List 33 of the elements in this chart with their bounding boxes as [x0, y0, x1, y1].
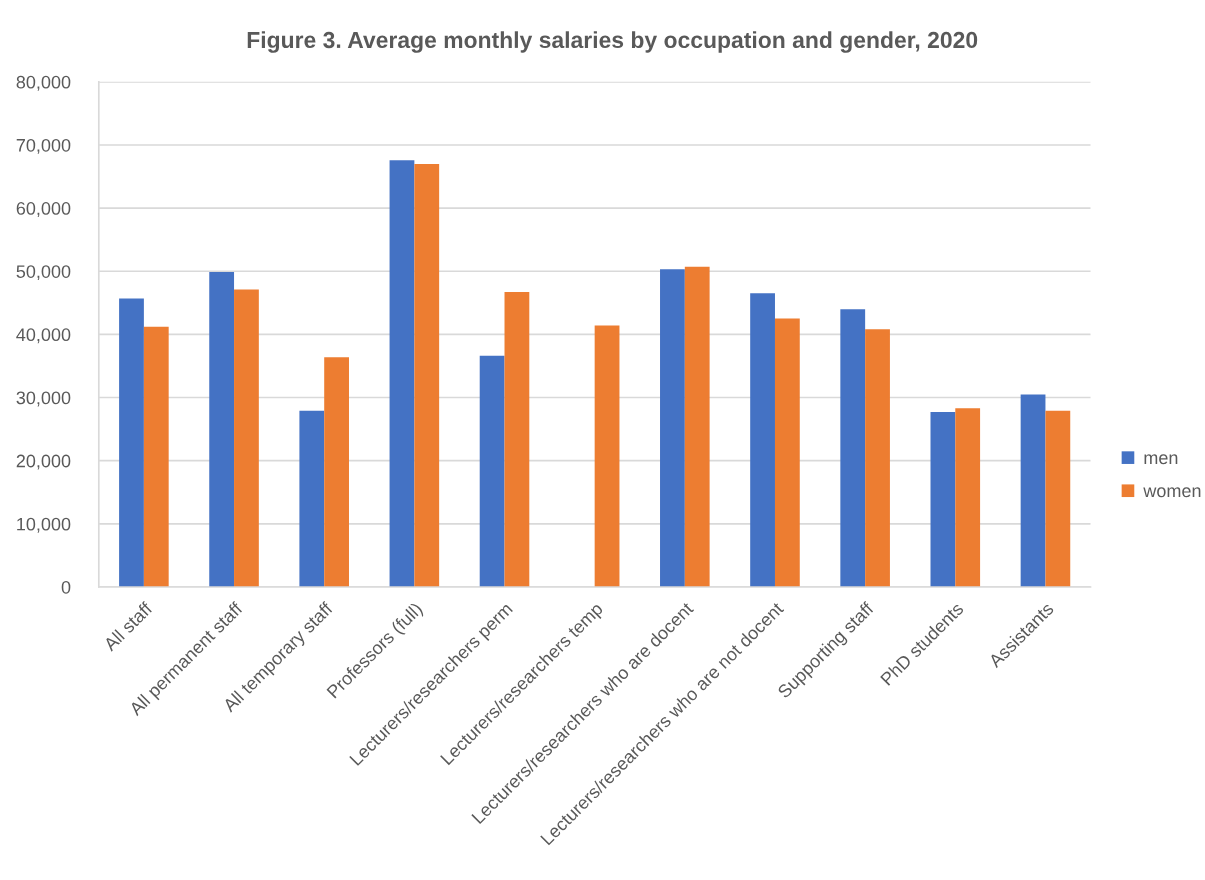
bar [414, 163, 440, 587]
bar [865, 329, 890, 587]
bar [479, 355, 505, 587]
bar [684, 266, 710, 587]
bar [143, 326, 169, 587]
bar [774, 318, 800, 587]
bar [299, 410, 325, 587]
bar [594, 325, 620, 587]
bar [1045, 410, 1071, 587]
bar [389, 160, 415, 587]
legend-label: men [1144, 454, 1178, 465]
y-tick-label: 80,000 [16, 75, 71, 91]
bar [504, 292, 530, 587]
bar [324, 357, 349, 587]
y-tick-label: 10,000 [17, 517, 71, 533]
bar [209, 271, 235, 587]
bar [930, 412, 956, 587]
bar [840, 309, 866, 587]
bar [1020, 394, 1046, 587]
bar [750, 293, 775, 587]
y-tick-label: 20,000 [16, 454, 71, 470]
y-tick-label: 0 [61, 580, 71, 594]
bar [660, 269, 685, 587]
bar [119, 298, 144, 587]
y-tick-label: 50,000 [16, 265, 71, 281]
bar [234, 289, 259, 587]
y-tick-label: 40,000 [16, 328, 71, 344]
legend-label: women [1143, 487, 1201, 498]
y-tick-label: 30,000 [16, 391, 71, 407]
chart-title: Figure 3. Average monthly salaries by occupation and gender, 2020 [247, 31, 978, 53]
y-tick-label: 60,000 [16, 202, 71, 217]
y-tick-label: 70,000 [16, 138, 71, 154]
bar [955, 408, 981, 587]
